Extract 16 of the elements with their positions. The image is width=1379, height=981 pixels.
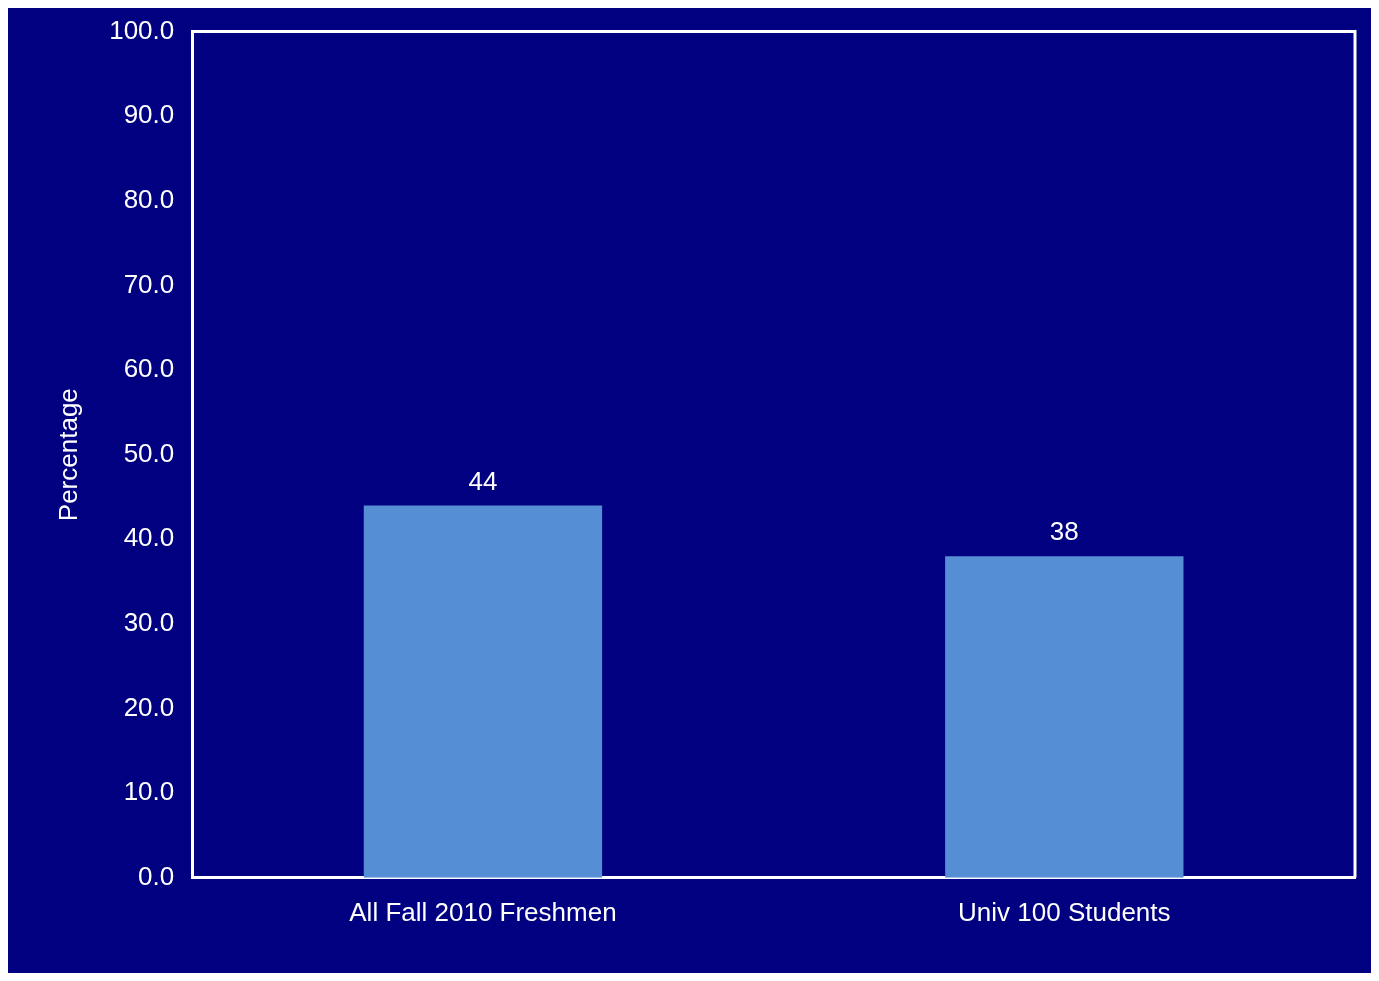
- y-tick-label: 100.0: [109, 14, 175, 45]
- y-tick-label: 10.0: [123, 776, 175, 807]
- y-tick-label: 40.0: [123, 522, 175, 553]
- y-tick-label: 50.0: [123, 437, 175, 468]
- y-tick-label: 80.0: [123, 184, 175, 215]
- y-axis-title: Percentage: [52, 388, 83, 522]
- y-tick-label: 70.0: [123, 268, 175, 299]
- y-tick-label: 0.0: [138, 860, 175, 891]
- y-tick-label: 60.0: [123, 353, 175, 384]
- y-tick-label: 90.0: [123, 99, 175, 130]
- y-tick-label: 30.0: [123, 607, 175, 638]
- x-tick-label: All Fall 2010 Freshmen: [349, 896, 617, 927]
- y-tick-label: 20.0: [123, 691, 175, 722]
- data-label: 44: [468, 465, 498, 496]
- data-label: 38: [1049, 516, 1079, 547]
- x-tick-label: Univ 100 Students: [958, 896, 1171, 927]
